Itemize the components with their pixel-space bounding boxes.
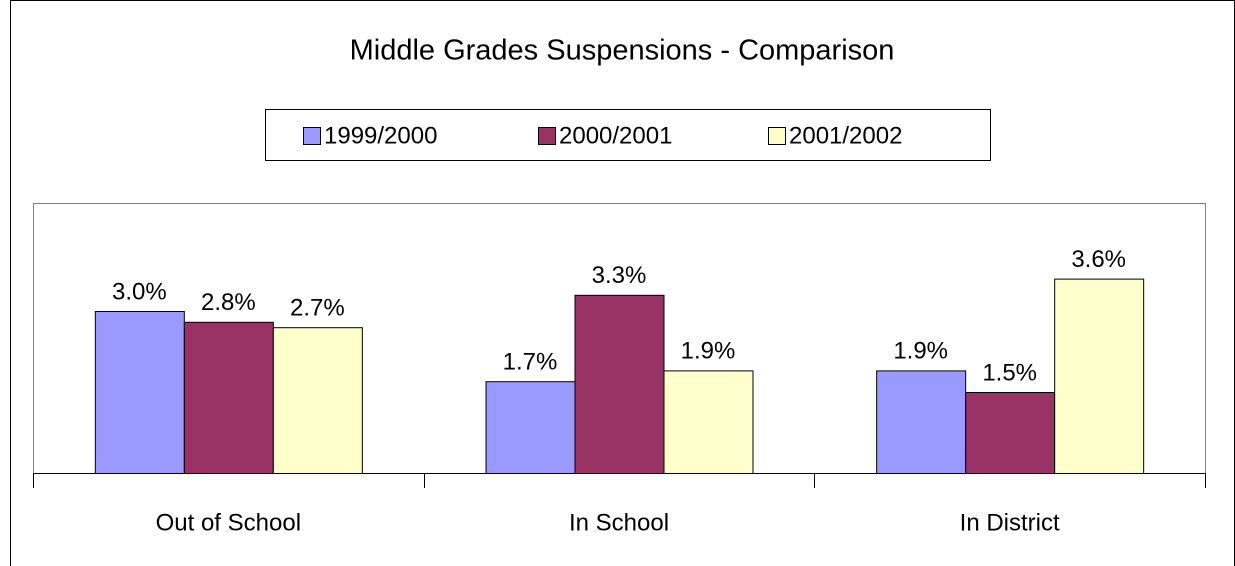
- legend-box: [265, 109, 991, 161]
- bar: [965, 392, 1056, 474]
- value-label: 2.8%: [201, 289, 256, 316]
- bar: [485, 381, 576, 475]
- legend-label: 2000/2001: [559, 122, 672, 149]
- value-label: 1.7%: [503, 349, 558, 376]
- legend-swatch: [768, 127, 786, 145]
- legend-swatch: [303, 127, 321, 145]
- x-tick-label: In District: [960, 509, 1060, 536]
- bar: [272, 327, 363, 475]
- bar: [94, 311, 185, 474]
- value-label: 1.9%: [681, 338, 736, 365]
- value-label: 1.9%: [893, 338, 948, 365]
- x-tick-label: Out of School: [156, 509, 301, 536]
- value-label: 2.7%: [290, 295, 345, 322]
- bar: [183, 321, 274, 474]
- value-label: 3.0%: [112, 278, 167, 305]
- value-label: 3.3%: [592, 262, 647, 289]
- chart-title: Middle Grades Suspensions - Comparison: [350, 35, 895, 67]
- legend-swatch: [538, 127, 556, 145]
- bar: [574, 294, 665, 474]
- bar: [876, 370, 967, 474]
- x-tick-label: In School: [569, 509, 669, 536]
- legend-label: 2001/2002: [789, 122, 902, 149]
- bar: [1054, 278, 1145, 474]
- value-label: 3.6%: [1071, 246, 1126, 273]
- bar: [663, 370, 754, 474]
- value-label: 1.5%: [982, 359, 1037, 386]
- legend-label: 1999/2000: [324, 122, 437, 149]
